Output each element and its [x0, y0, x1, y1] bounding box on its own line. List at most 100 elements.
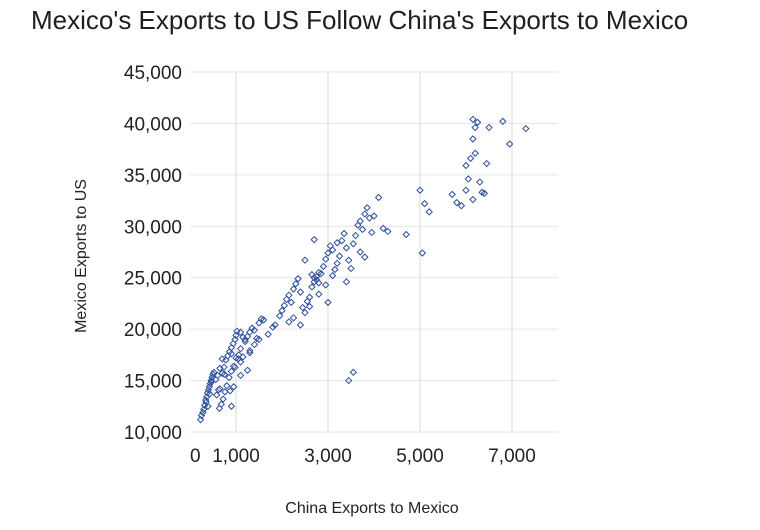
- data-point: [231, 335, 239, 344]
- data-point: [229, 383, 238, 391]
- data-point: [296, 321, 305, 329]
- data-point: [305, 302, 314, 311]
- data-point: [351, 231, 360, 240]
- data-point: [402, 230, 410, 239]
- data-point: [333, 259, 341, 268]
- data-point: [280, 301, 289, 310]
- data-point: [210, 368, 218, 377]
- data-point: [476, 178, 484, 186]
- data-point: [229, 339, 237, 348]
- data-point: [285, 291, 293, 299]
- data-point: [215, 404, 224, 413]
- data-point: [310, 278, 318, 286]
- data-point: [301, 256, 309, 264]
- data-point: [464, 175, 473, 183]
- data-point: [246, 349, 254, 357]
- data-point: [227, 343, 236, 352]
- y-tick-label: 25,000: [124, 269, 182, 290]
- data-point: [473, 118, 482, 127]
- data-point: [206, 390, 214, 398]
- y-tick-label: 10,000: [124, 423, 182, 444]
- data-point: [308, 283, 316, 291]
- data-point: [347, 264, 355, 273]
- data-point: [264, 330, 272, 338]
- y-tick-label: 45,000: [124, 63, 182, 84]
- gridlines: [190, 71, 558, 433]
- data-point: [209, 370, 217, 379]
- data-point: [305, 293, 314, 301]
- data-point: [225, 373, 233, 382]
- data-point: [328, 271, 337, 280]
- data-point: [310, 235, 318, 244]
- data-point: [226, 387, 234, 395]
- data-point: [239, 353, 247, 361]
- data-point: [480, 189, 489, 198]
- data-point: [321, 255, 330, 263]
- data-point: [499, 117, 507, 126]
- data-point: [287, 298, 295, 307]
- x-axis-title: China Exports to Mexico: [285, 500, 459, 517]
- data-point: [298, 303, 307, 312]
- data-point: [340, 229, 348, 238]
- data-point: [374, 193, 383, 202]
- data-point: [471, 149, 479, 157]
- data-point: [317, 269, 325, 278]
- x-tick-label: 7,000: [488, 446, 536, 467]
- data-point: [349, 368, 358, 377]
- data-point: [301, 308, 309, 317]
- x-tick-label: 3,000: [304, 446, 352, 467]
- data-point: [321, 281, 330, 289]
- data-point: [335, 252, 344, 260]
- data-point: [363, 204, 371, 212]
- data-points: [196, 115, 530, 424]
- data-point: [212, 391, 221, 399]
- data-point: [469, 135, 477, 143]
- x-tick-label: 1,000: [212, 446, 260, 467]
- data-point: [250, 340, 259, 349]
- data-point: [236, 344, 245, 353]
- data-point: [319, 262, 328, 271]
- data-point: [457, 202, 466, 210]
- data-point: [349, 240, 358, 248]
- data-point: [471, 123, 479, 132]
- data-point: [214, 386, 223, 394]
- data-point: [425, 208, 433, 216]
- data-point: [250, 326, 259, 334]
- data-point: [315, 279, 323, 287]
- data-point: [361, 253, 369, 261]
- y-axis-ticks: 10,000 15,000 20,000 25,000 30,000 35,000 40,0…: [124, 63, 182, 444]
- x-tick-label: 5,000: [396, 446, 444, 467]
- data-point: [218, 355, 226, 363]
- y-tick-label: 15,000: [124, 372, 182, 393]
- data-point: [505, 140, 514, 148]
- chart-title: Mexico's Exports to US Follow China's Ex…: [31, 5, 689, 35]
- data-point: [420, 199, 429, 208]
- data-point: [289, 314, 298, 322]
- data-point: [354, 221, 362, 229]
- data-point: [482, 159, 491, 168]
- data-point: [485, 123, 493, 132]
- data-point: [370, 212, 378, 220]
- data-point: [243, 366, 252, 374]
- data-point: [331, 265, 339, 274]
- data-point: [342, 278, 351, 286]
- data-point: [278, 306, 286, 315]
- y-axis-title: Mexico Exports to US: [73, 179, 90, 333]
- data-point: [234, 355, 243, 363]
- data-point: [384, 227, 392, 236]
- data-point: [199, 408, 207, 417]
- data-point: [358, 225, 367, 234]
- y-tick-label: 20,000: [124, 320, 182, 341]
- data-point: [344, 376, 353, 385]
- data-point: [259, 316, 268, 324]
- data-point: [246, 347, 254, 355]
- data-point: [379, 224, 387, 233]
- data-point: [216, 364, 224, 372]
- data-point: [232, 331, 240, 340]
- data-point: [269, 323, 277, 331]
- data-point: [220, 370, 229, 379]
- data-point: [227, 367, 236, 376]
- data-point: [328, 246, 337, 254]
